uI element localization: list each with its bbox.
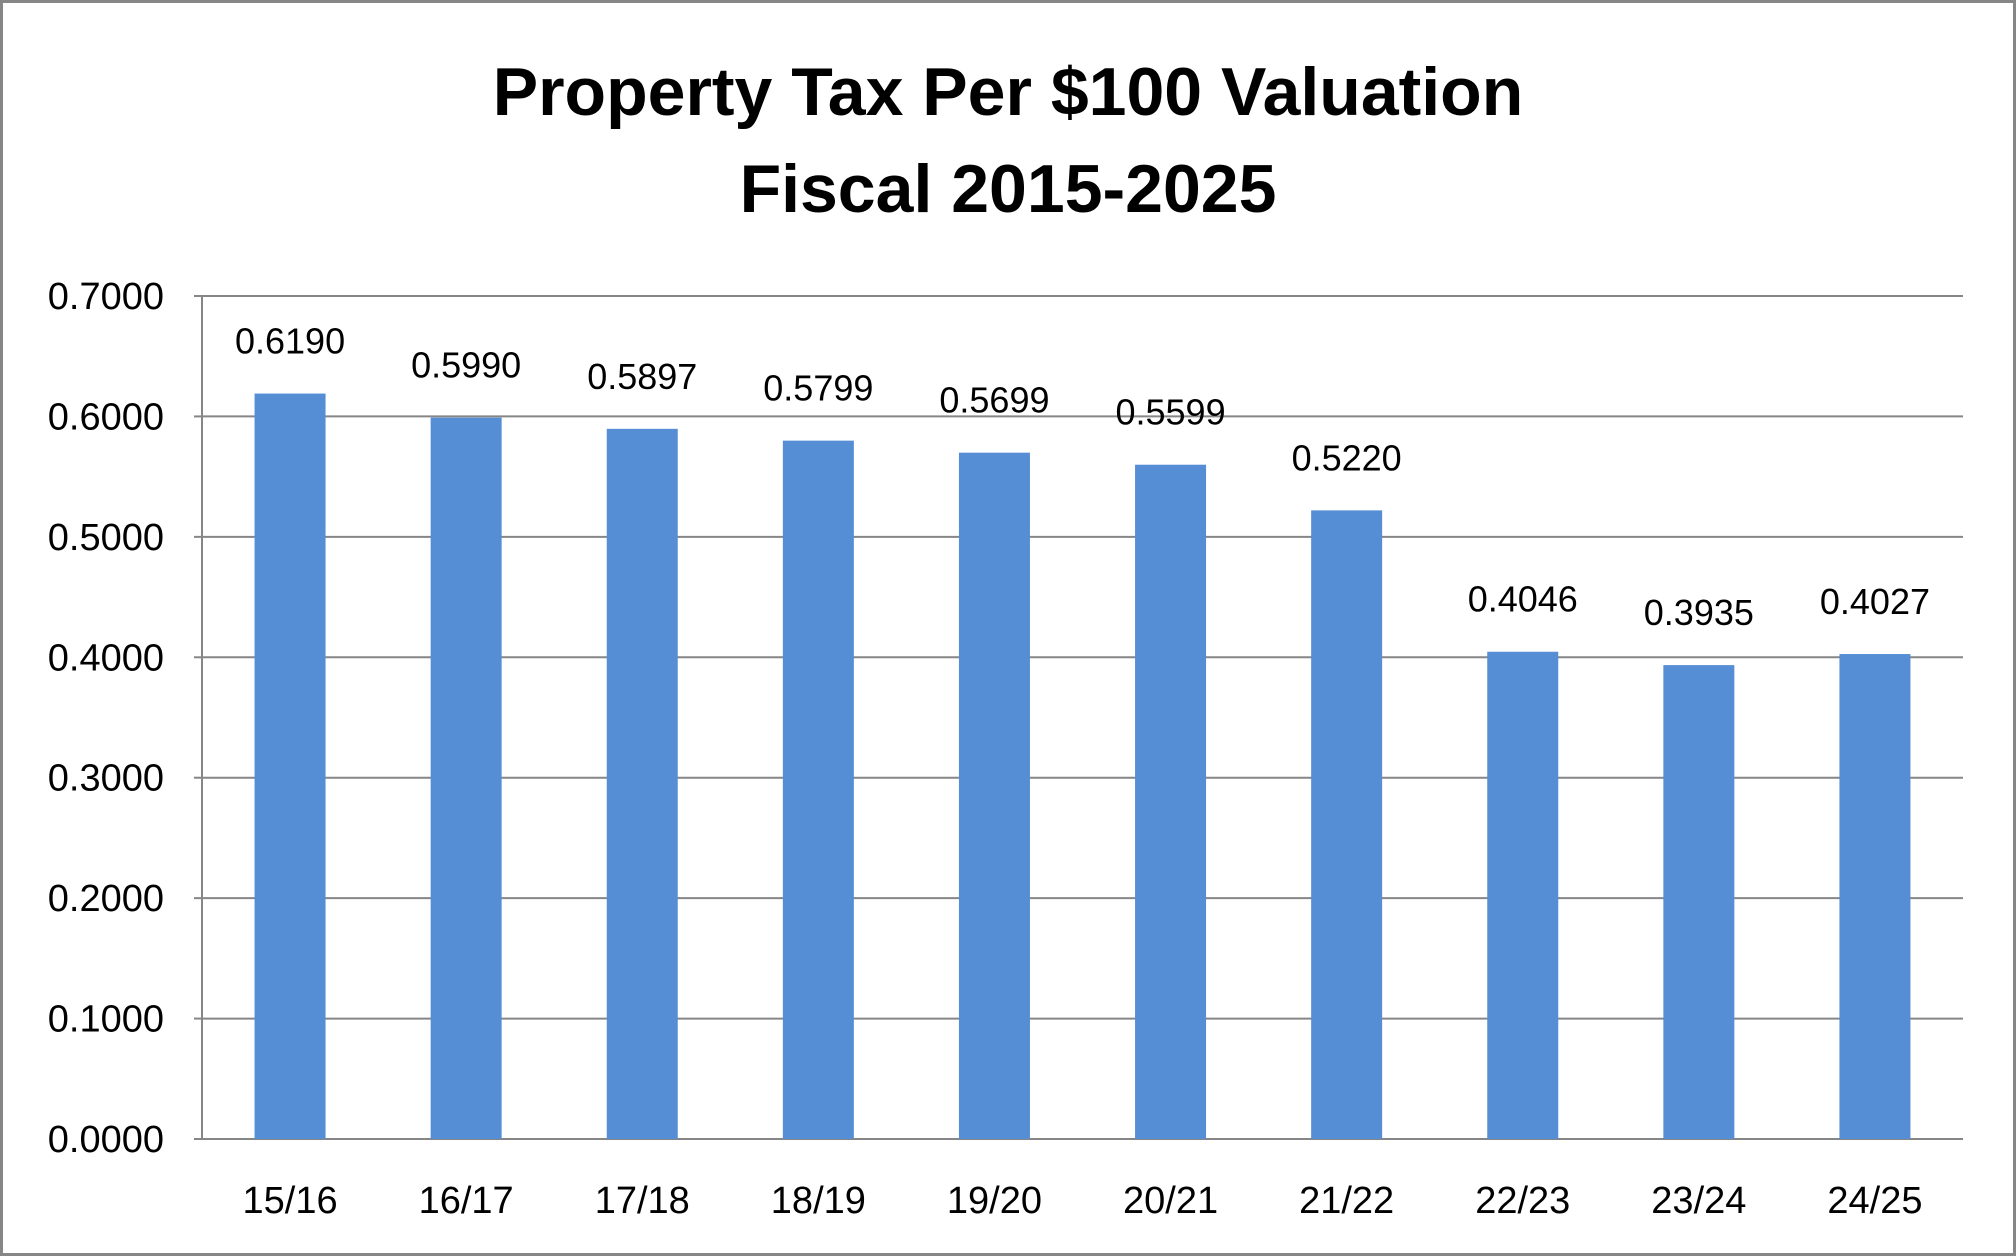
- bar: [1839, 654, 1911, 1139]
- x-tick-label: 15/16: [243, 1180, 338, 1222]
- y-tick-label: 0.2000: [48, 878, 164, 920]
- x-tick-label: 22/23: [1475, 1180, 1570, 1222]
- bars: [254, 393, 1911, 1140]
- x-axis-ticks: 15/16 16/17 17/18 18/19 19/20 20/21 21/22 22/23…: [243, 1180, 1923, 1222]
- y-axis-ticks: 0.0000 0.1000 0.2000 0.3000 0.4000 0.5000 0.60…: [48, 276, 164, 1161]
- bar: [606, 428, 678, 1139]
- x-tick-label: 16/17: [419, 1180, 514, 1222]
- y-tick-label: 0.6000: [48, 396, 164, 438]
- x-tick-label: 20/21: [1123, 1180, 1218, 1222]
- x-tick-label: 17/18: [595, 1180, 690, 1222]
- data-label: 0.5599: [1115, 392, 1225, 433]
- data-label: 0.3935: [1644, 592, 1754, 633]
- bar: [1311, 510, 1383, 1139]
- y-tick-label: 0.1000: [48, 999, 164, 1041]
- x-tick-label: 18/19: [771, 1180, 866, 1222]
- y-tick-label: 0.4000: [48, 637, 164, 679]
- chart-title: Property Tax Per $100 Valuation: [493, 54, 1524, 130]
- bar: [782, 440, 854, 1139]
- data-label: 0.5220: [1292, 437, 1402, 478]
- y-tick-label: 0.7000: [48, 276, 164, 318]
- x-tick-label: 21/22: [1299, 1180, 1394, 1222]
- bar: [1135, 464, 1207, 1139]
- y-tick-label: 0.3000: [48, 758, 164, 800]
- data-label: 0.5990: [411, 345, 521, 386]
- bar: [430, 417, 502, 1140]
- data-label: 0.5897: [587, 356, 697, 397]
- data-label: 0.4046: [1468, 579, 1578, 620]
- bar: [254, 393, 326, 1140]
- bar: [958, 452, 1030, 1139]
- y-tick-label: 0.5000: [48, 517, 164, 559]
- x-tick-label: 19/20: [947, 1180, 1042, 1222]
- data-labels: 0.6190 0.5990 0.5897 0.5799 0.5699 0.5599 0.52…: [235, 321, 1930, 634]
- bar: [1487, 651, 1559, 1139]
- x-tick-label: 24/25: [1827, 1180, 1922, 1222]
- data-label: 0.6190: [235, 321, 345, 362]
- x-tick-label: 23/24: [1651, 1180, 1746, 1222]
- y-tick-label: 0.0000: [48, 1119, 164, 1161]
- data-label: 0.5699: [939, 380, 1049, 421]
- chart-subtitle: Fiscal 2015-2025: [740, 151, 1277, 227]
- bar: [1663, 665, 1735, 1139]
- data-label: 0.4027: [1820, 581, 1930, 622]
- data-label: 0.5799: [763, 368, 873, 409]
